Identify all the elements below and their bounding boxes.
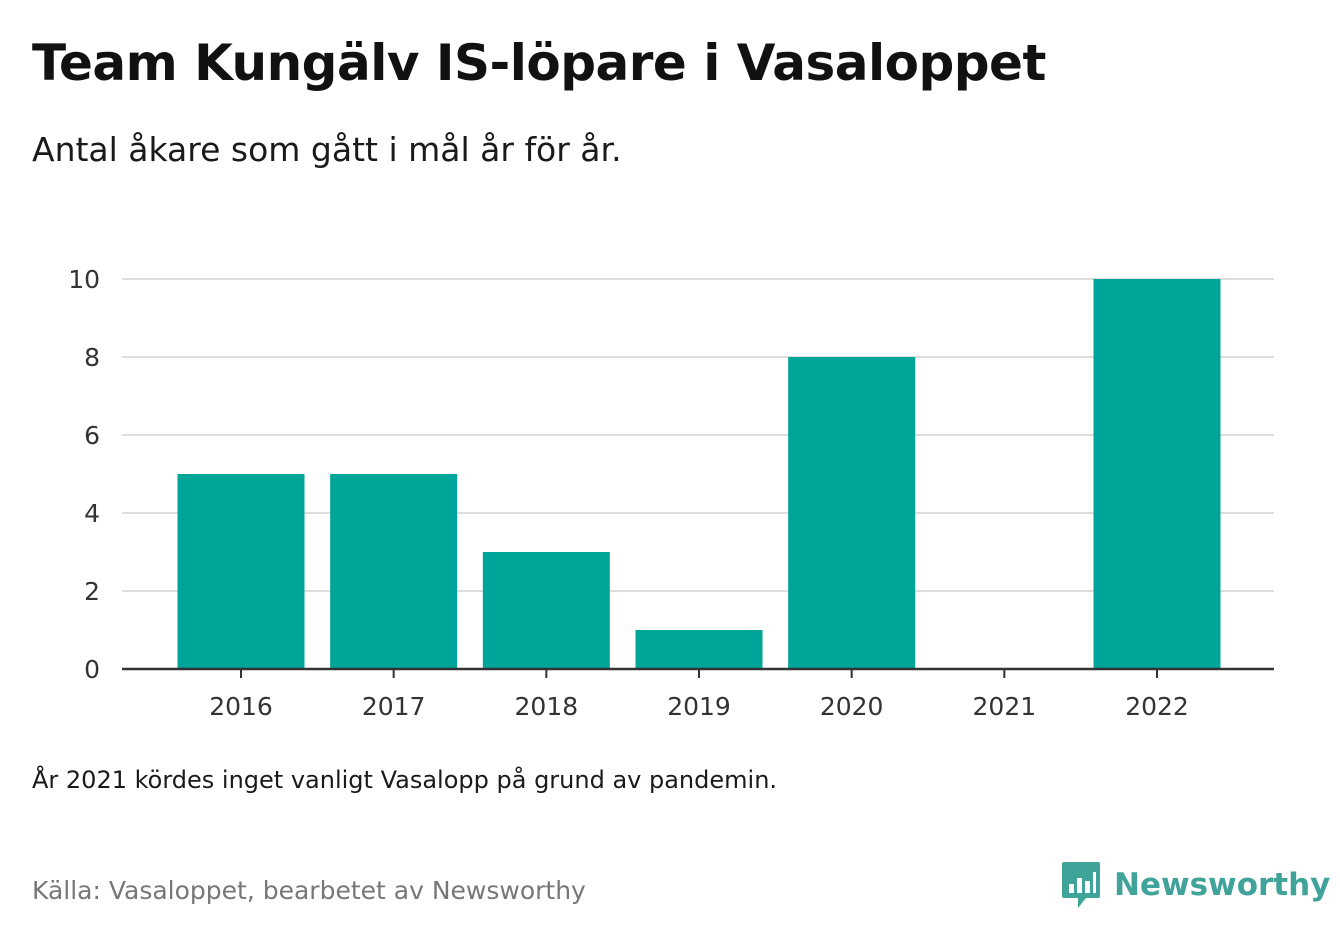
- newsworthy-brand: Newsworthy: [1060, 860, 1330, 910]
- y-tick-label: 2: [84, 577, 100, 606]
- x-tick-label: 2017: [362, 692, 426, 721]
- bar: [330, 474, 458, 669]
- bar: [177, 474, 305, 669]
- x-tick-label: 2019: [667, 692, 731, 721]
- y-tick-label: 10: [68, 265, 100, 294]
- x-tick-label: 2016: [209, 692, 273, 721]
- bar: [482, 552, 610, 669]
- bar-chart: 0 2 4 6 8 10 2016 2017 2018 2019 2020 2021 2022: [68, 265, 1274, 721]
- x-tick-label: 2018: [515, 692, 579, 721]
- y-tick-label: 0: [84, 655, 100, 684]
- bar: [788, 357, 916, 669]
- x-tick-label: 2020: [820, 692, 884, 721]
- newsworthy-logo-icon: [1062, 862, 1100, 908]
- chart-note: År 2021 kördes inget vanligt Vasalopp på…: [32, 766, 778, 794]
- source-text: Källa: Vasaloppet, bearbetet av Newswort…: [32, 876, 586, 905]
- bar: [1093, 279, 1221, 669]
- bar: [635, 630, 763, 669]
- x-tick-label: 2021: [973, 692, 1037, 721]
- y-tick-label: 8: [84, 343, 100, 372]
- x-tick-label: 2022: [1125, 692, 1189, 721]
- brand-name: Newsworthy: [1114, 867, 1331, 903]
- y-tick-label: 6: [84, 421, 100, 450]
- y-tick-label: 4: [84, 499, 100, 528]
- chart-title: Team Kungälv IS-löpare i Vasaloppet: [32, 34, 1046, 92]
- chart-subtitle: Antal åkare som gått i mål år för år.: [32, 130, 622, 169]
